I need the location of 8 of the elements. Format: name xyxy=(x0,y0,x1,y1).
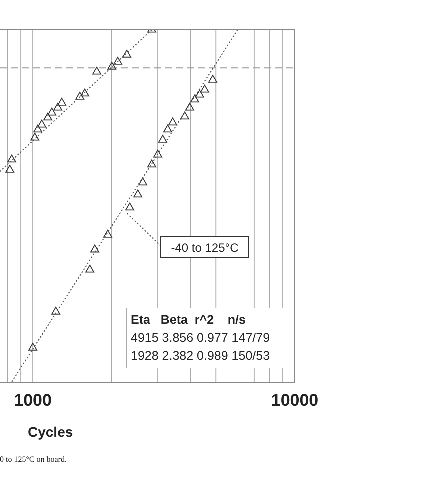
x-tick-label: 1000 xyxy=(14,391,52,410)
annotation: 4915 3.856 0.977 147/79 xyxy=(131,331,270,345)
annotation: Eta Beta r^2 n/s xyxy=(131,313,246,327)
text: 0 to 125°C on board. xyxy=(0,455,67,464)
annotation: -40 to 125°C xyxy=(171,241,240,255)
annotation: 1928 2.382 0.989 150/53 xyxy=(131,349,270,363)
x-axis-title: Cycles xyxy=(28,424,74,440)
x-tick-label: 10000 xyxy=(271,391,319,410)
